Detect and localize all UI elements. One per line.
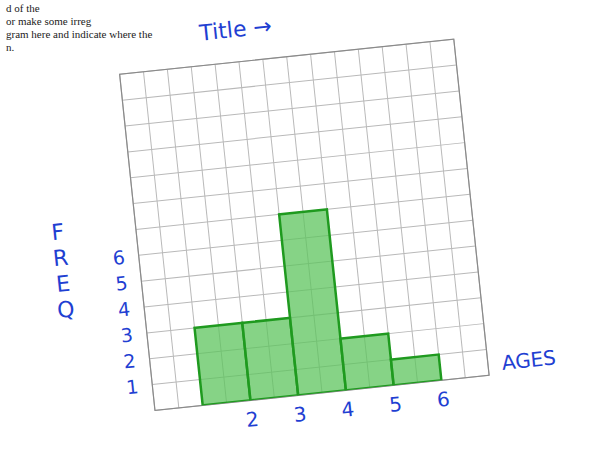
y-tick-label: 2 — [122, 349, 136, 372]
y-tick-label: 3 — [120, 323, 134, 346]
bars — [184, 199, 442, 405]
x-tick-label: 6 — [436, 387, 451, 412]
worksheet-text: or make some irreg — [6, 15, 92, 27]
grid-line — [406, 44, 441, 380]
paper-background — [120, 39, 489, 410]
x-tick-label: 5 — [388, 392, 403, 417]
chart-container: d of theor make some irreggram here and … — [0, 0, 591, 449]
chart-title: Title → — [197, 13, 273, 46]
histogram-bar — [391, 355, 441, 386]
y-tick-label: 1 — [125, 375, 139, 398]
x-axis-title: AGES — [501, 345, 557, 375]
y-axis-title-letter: Q — [56, 296, 76, 323]
worksheet-text: gram here and indicate where the — [6, 28, 152, 40]
x-tick-label: 4 — [340, 397, 355, 422]
y-tick-label: 6 — [112, 246, 126, 269]
grid — [120, 39, 489, 410]
y-axis-title-letter: F — [50, 219, 65, 245]
paper: 23456123456FREQAGESTitle → — [29, 0, 560, 449]
histogram-bar — [340, 334, 393, 391]
y-axis-title: FREQ — [48, 219, 76, 323]
x-tick-label: 3 — [293, 402, 308, 427]
histogram-bar — [195, 323, 251, 406]
plot-frame — [120, 39, 489, 410]
y-tick-label: 4 — [117, 298, 131, 321]
chart-svg: d of theor make some irreggram here and … — [0, 0, 591, 449]
histogram-bar — [279, 209, 346, 395]
paper-line — [382, 47, 417, 383]
y-tick-label: 5 — [114, 272, 128, 295]
worksheet-text: n. — [6, 41, 15, 53]
y-axis-title-letter: E — [55, 271, 71, 297]
x-tick-label: 2 — [245, 407, 260, 432]
worksheet-text: d of the — [6, 2, 40, 14]
y-axis-title-letter: R — [52, 245, 70, 271]
histogram-bar — [242, 318, 298, 401]
